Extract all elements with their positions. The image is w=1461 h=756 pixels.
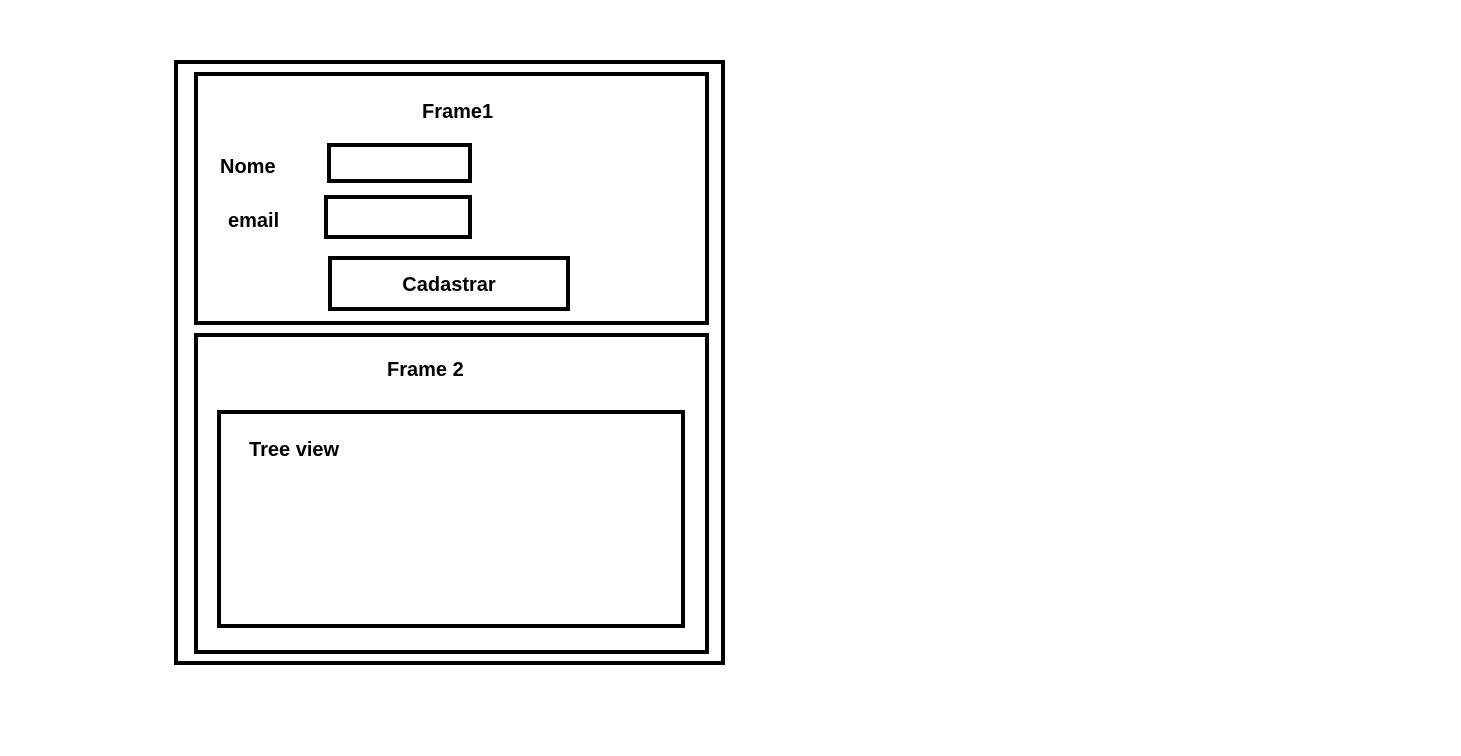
- tree-view[interactable]: [217, 410, 685, 628]
- email-label: email: [228, 210, 280, 232]
- frame1-title: Frame1: [422, 101, 494, 123]
- nome-label: Nome: [220, 156, 276, 178]
- tree-view-label: Tree view: [249, 439, 340, 461]
- email-input[interactable]: [324, 195, 472, 239]
- cadastrar-button[interactable]: Cadastrar: [328, 256, 570, 311]
- frame2-title: Frame 2: [387, 359, 464, 381]
- nome-input[interactable]: [327, 143, 472, 183]
